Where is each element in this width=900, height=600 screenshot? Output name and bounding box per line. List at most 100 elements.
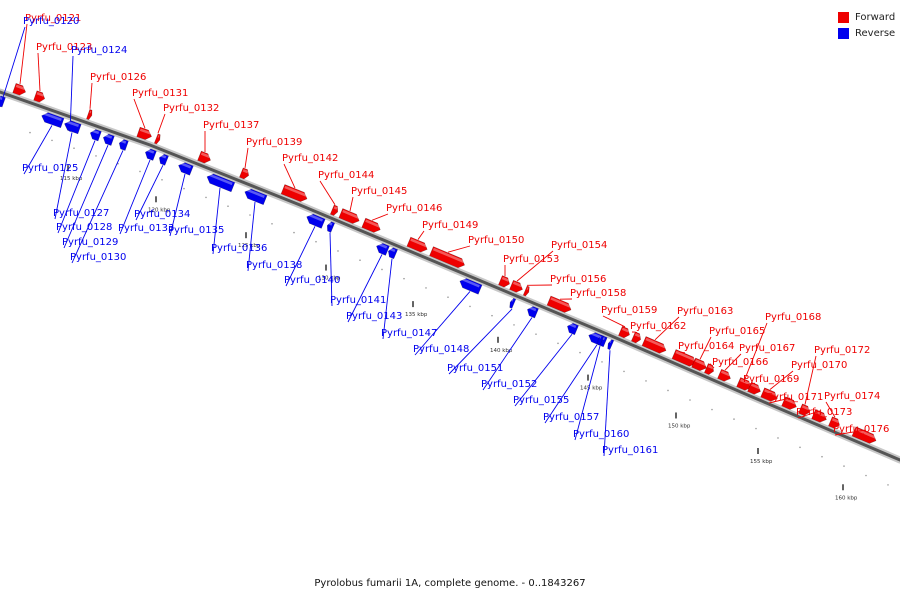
gene-leader-line: [516, 250, 554, 282]
gene-highlight: [342, 209, 359, 219]
gene-arrow-shape: [206, 173, 236, 193]
forward-gene-arrow: [618, 325, 630, 339]
gene-highlight: [284, 185, 307, 197]
reverse-gene-label: Pyrfu_0134: [134, 209, 190, 220]
gene-arrow-shape: [153, 133, 161, 145]
forward-gene-arrow: [781, 396, 797, 410]
reverse-gene-arrow: [41, 112, 65, 129]
gene-leader-line: [69, 55, 74, 132]
gene-highlight: [246, 188, 265, 198]
forward-gene-arrow: [406, 236, 428, 253]
genome-caption: Pyrolobus fumarii 1A, complete genome. -…: [314, 578, 586, 589]
gene-highlight: [568, 323, 577, 329]
grid-dot: [227, 205, 229, 207]
gene-highlight: [157, 135, 160, 138]
gene-arrow-shape: [376, 243, 390, 256]
reverse-gene-label: Pyrfu_0143: [346, 311, 402, 322]
legend: Forward Reverse: [838, 9, 895, 41]
gene-arrow-shape: [631, 331, 641, 344]
reverse-gene-label: Pyrfu_0124: [71, 45, 127, 56]
gene-leader-line: [514, 333, 573, 407]
grid-dot: [777, 437, 779, 439]
gene-leader-line: [119, 159, 151, 235]
grid-dot: [249, 214, 251, 216]
scale-tick-label: 130 kbp: [318, 276, 341, 282]
forward-gene-arrow: [509, 279, 523, 293]
legend-reverse-swatch: [838, 27, 849, 39]
gene-highlight: [389, 247, 396, 253]
gene-highlight: [599, 335, 602, 339]
grid-dot: [557, 342, 559, 345]
reverse-gene-label: Pyrfu_0129: [62, 237, 118, 248]
forward-gene-label: Pyrfu_0156: [550, 274, 606, 285]
gene-leader-line: [133, 98, 146, 129]
reverse-gene-arrow: [159, 153, 169, 166]
gene-arrow-shape: [406, 236, 428, 253]
grid-dot: [315, 240, 317, 243]
reverse-gene-arrow: [459, 277, 483, 295]
gene-highlight: [707, 364, 714, 370]
gene-arrow-shape: [329, 204, 339, 216]
gene-arrow-shape: [244, 188, 268, 206]
grid-dot: [579, 351, 581, 354]
forward-gene-arrow: [704, 363, 714, 375]
reverse-gene-label: Pyrfu_0135: [168, 225, 224, 236]
gene-leader-line: [37, 52, 41, 92]
grid-dot: [623, 370, 625, 373]
reverse-gene-label: Pyrfu_0127: [53, 208, 109, 219]
grid-dot: [381, 268, 383, 271]
scale-tick-label: 155 kbp: [750, 459, 773, 465]
gene-leader-line: [329, 232, 333, 307]
gene-arrow-shape: [618, 325, 630, 339]
gene-leader-line: [574, 345, 601, 441]
gene-highlight: [695, 359, 707, 366]
gene-highlight: [511, 298, 514, 302]
gene-highlight: [200, 152, 211, 159]
gene-highlight: [242, 169, 249, 174]
forward-gene-label: Pyrfu_0131: [132, 88, 188, 99]
gene-leader-line: [804, 355, 817, 405]
gene-leader-line: [679, 351, 686, 354]
backbone-shadow: [0, 88, 900, 464]
gene-arrow-shape: [527, 306, 539, 319]
grid-dot: [689, 399, 691, 401]
gene-highlight: [634, 333, 641, 338]
grid-dot: [799, 446, 801, 449]
gene-highlight: [675, 350, 696, 362]
grid-dot: [843, 465, 845, 467]
gene-highlight: [801, 405, 810, 411]
reverse-gene-label: Pyrfu_0130: [70, 252, 126, 263]
scale-tick-label: 145 kbp: [580, 386, 603, 392]
forward-gene-arrow: [280, 184, 308, 202]
gene-highlight: [139, 128, 152, 135]
forward-gene-label: Pyrfu_0150: [468, 235, 524, 246]
gene-highlight: [91, 129, 100, 135]
reverse-gene-label: Pyrfu_0161: [602, 445, 658, 456]
gene-highlight: [410, 238, 427, 248]
gene-highlight: [740, 378, 752, 386]
gene-leader-line: [285, 226, 316, 287]
forward-gene-arrow: [828, 416, 840, 429]
grid-dot: [359, 259, 361, 262]
gene-arrow-shape: [306, 213, 326, 229]
forward-gene-label: Pyrfu_0123: [36, 42, 92, 53]
gene-leader-line: [89, 82, 93, 109]
gene-leader-line: [135, 165, 164, 221]
forward-gene-label: Pyrfu_0166: [712, 357, 768, 368]
gene-arrow-shape: [509, 297, 517, 309]
gene-arrow-shape: [102, 133, 115, 146]
reverse-gene-arrow: [0, 95, 6, 108]
forward-gene-label: Pyrfu_0146: [386, 203, 442, 214]
gene-arrow-shape: [641, 336, 667, 354]
forward-gene-arrow: [798, 403, 810, 416]
gene-arrow-shape: [691, 357, 707, 371]
gene-highlight: [501, 276, 510, 282]
gene-arrow-shape: [429, 246, 465, 269]
forward-gene-arrow: [631, 331, 641, 344]
forward-gene-label: Pyrfu_0173: [796, 407, 852, 418]
scale-tick-label: 140 kbp: [490, 348, 513, 354]
grid-dot: [865, 474, 867, 477]
gene-leader-line: [244, 147, 249, 169]
genome-backbone: [0, 90, 900, 462]
